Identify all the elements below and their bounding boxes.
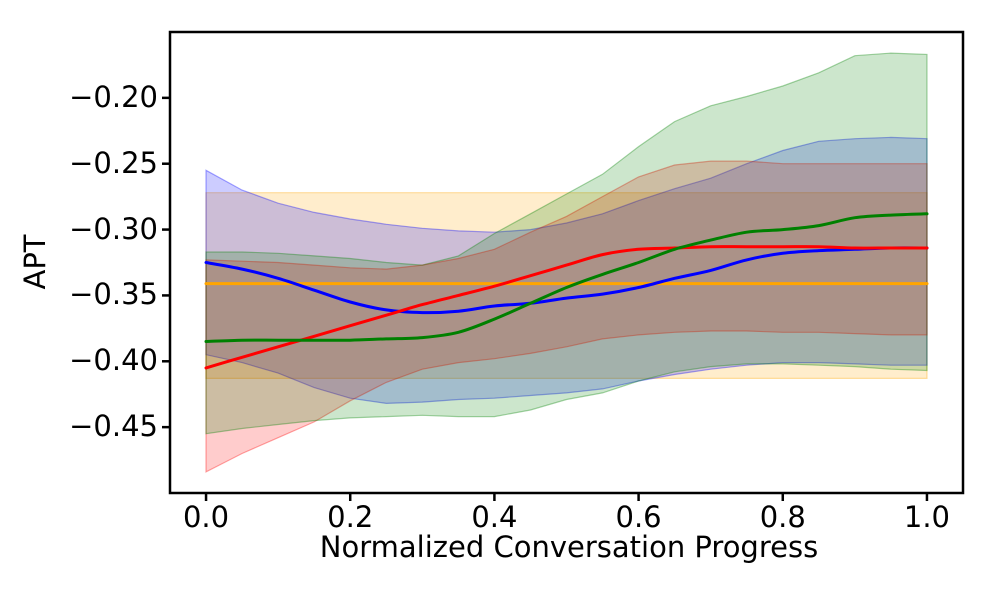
green-line	[204, 212, 929, 343]
x-tick-label: 0.8	[759, 500, 806, 534]
y-tick-label: −0.25	[69, 145, 158, 180]
x-tick-label: 0.0	[182, 500, 230, 534]
red-band	[205, 160, 928, 473]
x-tick-label: 0.4	[471, 500, 518, 534]
y-tick-label: −0.35	[69, 277, 158, 312]
y-tick-label: −0.20	[69, 79, 158, 114]
y-axis-label: APT	[18, 234, 53, 290]
y-tick-label: −0.40	[69, 343, 158, 378]
axes-frame	[168, 30, 965, 495]
x-tick-label: 0.6	[615, 500, 662, 534]
blue-band	[205, 136, 928, 405]
x-tick-label: 0.2	[327, 500, 374, 534]
blue-line	[204, 246, 929, 315]
orange-band	[205, 192, 928, 379]
y-tick-label: −0.45	[69, 409, 158, 444]
x-axis-label: Normalized Conversation Progress	[319, 530, 819, 564]
y-tick-label: −0.30	[69, 211, 158, 246]
red-line	[204, 245, 929, 370]
x-tick-label: 1.0	[903, 500, 951, 534]
